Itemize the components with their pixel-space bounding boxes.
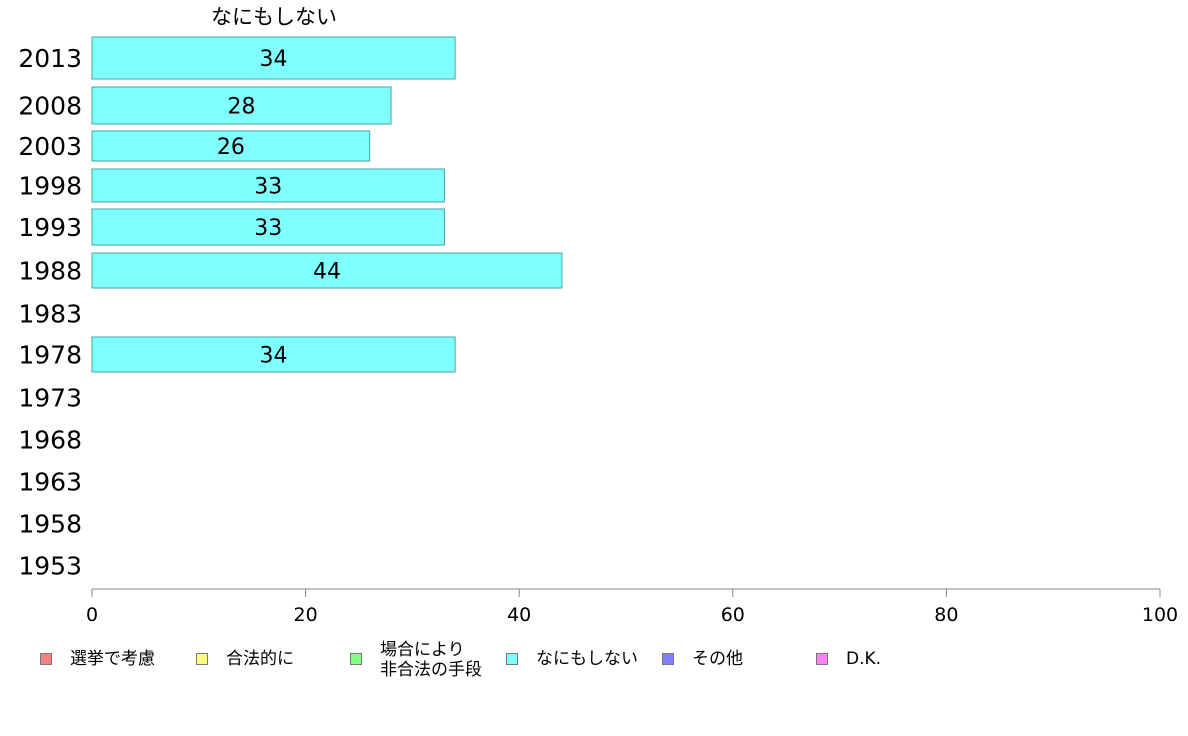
bar-1993 xyxy=(91,208,445,246)
legend-swatch xyxy=(350,653,362,665)
legend-label: 選挙で考慮 xyxy=(70,649,155,669)
legend-swatch xyxy=(816,653,828,665)
y-tick-label: 2008 xyxy=(18,92,82,121)
legend-label: その他 xyxy=(692,649,743,669)
data-label-2008: 28 xyxy=(228,95,256,120)
data-label-2003: 26 xyxy=(217,135,245,160)
legend-item: なにもしない xyxy=(506,640,638,669)
y-tick-label: 1993 xyxy=(18,213,82,242)
x-tick-label: 40 xyxy=(507,604,531,626)
data-label-1988: 44 xyxy=(313,260,341,285)
legend-item: 合法的に xyxy=(196,640,294,669)
legend-item: その他 xyxy=(662,640,743,669)
data-label-1978: 34 xyxy=(260,344,288,369)
y-tick-label: 1988 xyxy=(18,257,82,286)
y-tick-label: 1958 xyxy=(18,510,82,539)
x-tick-label: 20 xyxy=(294,604,318,626)
data-label-1993: 33 xyxy=(254,216,282,241)
y-tick-label: 2003 xyxy=(18,132,82,161)
y-tick-label: 1968 xyxy=(18,426,82,455)
bar-1988 xyxy=(91,252,563,289)
bar-2003 xyxy=(91,130,371,162)
y-tick-label: 1983 xyxy=(18,300,82,329)
legend-swatch xyxy=(40,653,52,665)
legend-item: D.K. xyxy=(816,640,881,669)
legend-swatch xyxy=(196,653,208,665)
y-tick-label: 1963 xyxy=(18,468,82,497)
y-axis-labels: 2013 2008 2003 1998 1993 1988 1983 1978 1973 1968… xyxy=(18,44,82,581)
x-tick-label: 100 xyxy=(1142,604,1178,626)
legend: 選挙で考慮 合法的に 場合により 非合法の手段 なにもしない その他 D.K. xyxy=(0,640,1188,688)
legend-swatch xyxy=(662,653,674,665)
chart-title: なにもしない xyxy=(211,5,337,29)
x-tick-label: 0 xyxy=(86,604,98,626)
bar-1998 xyxy=(91,168,445,203)
legend-swatch xyxy=(506,653,518,665)
bar-2013 xyxy=(91,36,456,80)
x-axis: 0 20 40 60 80 100 xyxy=(86,588,1178,626)
data-label-2013: 34 xyxy=(260,47,288,72)
legend-label: 場合により 非合法の手段 xyxy=(380,640,482,680)
y-tick-label: 2013 xyxy=(18,44,82,73)
legend-item: 場合により 非合法の手段 xyxy=(350,640,482,680)
bar-1978 xyxy=(91,336,456,373)
bar-2008 xyxy=(91,86,392,125)
y-tick-label: 1973 xyxy=(18,384,82,413)
legend-label: 合法的に xyxy=(226,649,294,669)
legend-label: なにもしない xyxy=(536,649,638,669)
y-tick-label: 1953 xyxy=(18,552,82,581)
y-tick-label: 1998 xyxy=(18,172,82,201)
legend-label: D.K. xyxy=(846,649,882,669)
y-tick-label: 1978 xyxy=(18,341,82,370)
data-label-1998: 33 xyxy=(254,175,282,200)
legend-item: 選挙で考慮 xyxy=(40,640,155,669)
x-tick-label: 60 xyxy=(721,604,745,626)
x-tick-label: 80 xyxy=(934,604,958,626)
